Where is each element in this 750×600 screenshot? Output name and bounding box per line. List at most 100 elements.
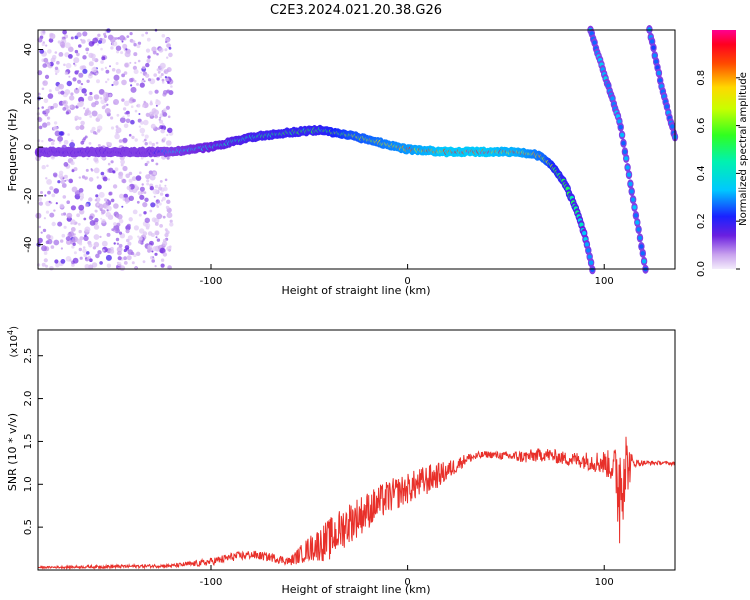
noise-speckle (85, 168, 89, 172)
ridge-point (635, 220, 640, 225)
noise-speckle (62, 30, 67, 35)
noise-speckle (146, 179, 150, 183)
noise-speckle (129, 31, 133, 36)
noise-speckle (143, 100, 146, 104)
noise-speckle (138, 113, 141, 115)
noise-speckle (70, 205, 76, 211)
ridge-point (592, 40, 597, 45)
noise-speckle (113, 203, 119, 209)
noise-speckle (93, 167, 100, 174)
noise-speckle (40, 30, 46, 36)
noise-speckle (88, 197, 93, 202)
noise-speckle (129, 78, 134, 83)
noise-speckle (116, 50, 120, 54)
noise-speckle (50, 105, 54, 110)
noise-speckle (64, 42, 71, 49)
noise-speckle (134, 138, 138, 142)
noise-speckle (125, 201, 129, 204)
ridge-point (656, 70, 662, 76)
noise-speckle (83, 217, 87, 221)
noise-speckle (139, 228, 145, 234)
noise-speckle (94, 100, 99, 106)
noise-speckle (140, 156, 144, 160)
noise-speckle (53, 188, 59, 194)
noise-speckle (65, 62, 72, 69)
noise-speckle (78, 176, 82, 179)
noise-speckle (104, 198, 108, 202)
noise-speckle (125, 110, 130, 115)
noise-speckle (126, 223, 131, 228)
noise-speckle (152, 50, 157, 55)
spectrogram-x-ticks: -100 0 100 (200, 264, 614, 287)
noise-speckle (127, 241, 132, 246)
noise-speckle (119, 193, 124, 199)
noise-speckle (122, 137, 128, 143)
noise-speckle (126, 185, 131, 191)
noise-speckle (166, 43, 172, 48)
snr-y-axis-label: SNR (10 * v/v) (6, 413, 19, 491)
noise-speckle (136, 44, 141, 49)
noise-speckle (73, 167, 78, 172)
noise-speckle (68, 46, 74, 53)
noise-speckle (118, 139, 123, 143)
chart-title: C2E3.2024.021.20.38.G26 (270, 3, 442, 18)
noise-speckle (48, 200, 51, 203)
noise-speckle (81, 175, 86, 179)
noise-speckle (158, 65, 161, 69)
noise-speckle (81, 65, 85, 70)
noise-speckle (151, 217, 157, 223)
y-tick-label: 1.5 (23, 433, 34, 449)
noise-speckle (144, 162, 148, 167)
noise-speckle (158, 184, 162, 187)
noise-speckle (159, 116, 162, 119)
noise-speckle (169, 222, 174, 227)
noise-speckle (47, 49, 52, 54)
noise-speckle (57, 91, 62, 95)
noise-speckle (95, 253, 100, 259)
noise-speckle (84, 264, 90, 269)
noise-speckle (128, 178, 133, 183)
x-tick-label: -100 (200, 577, 223, 588)
noise-speckle (82, 246, 86, 249)
snr-frame (37, 329, 676, 571)
noise-speckle (69, 104, 73, 109)
noise-speckle (107, 162, 111, 166)
noise-speckle (38, 197, 42, 202)
noise-speckle (57, 180, 61, 184)
noise-speckle (142, 104, 145, 108)
noise-speckle (43, 217, 47, 220)
noise-speckle (112, 170, 116, 174)
noise-speckle (88, 264, 94, 270)
noise-speckle (94, 209, 97, 213)
noise-speckle (37, 263, 41, 267)
noise-speckle (88, 177, 94, 182)
noise-speckle (115, 237, 120, 242)
noise-speckle (158, 47, 164, 53)
ridge-point (584, 242, 590, 247)
ridge-point (637, 235, 643, 241)
noise-speckle (163, 186, 168, 192)
noise-speckle (37, 37, 43, 43)
noise-speckle (86, 107, 90, 111)
noise-speckle (166, 212, 173, 219)
noise-speckle (54, 86, 60, 92)
noise-speckle (71, 186, 78, 193)
noise-speckle (120, 51, 124, 55)
noise-speckle (105, 211, 112, 218)
noise-speckle (137, 235, 140, 238)
noise-speckle (101, 105, 106, 110)
noise-speckle (91, 110, 98, 117)
noise-speckle (106, 28, 111, 33)
noise-speckle (160, 263, 165, 268)
noise-speckle (79, 101, 84, 106)
noise-speckle (118, 218, 124, 224)
noise-speckle (50, 245, 55, 249)
noise-speckle (113, 224, 120, 231)
noise-speckle (50, 141, 55, 146)
noise-speckle (58, 84, 63, 88)
noise-speckle (60, 179, 65, 185)
noise-speckle (67, 133, 70, 136)
noise-speckle (104, 96, 109, 102)
noise-speckle (161, 78, 165, 82)
noise-speckle (37, 117, 43, 123)
